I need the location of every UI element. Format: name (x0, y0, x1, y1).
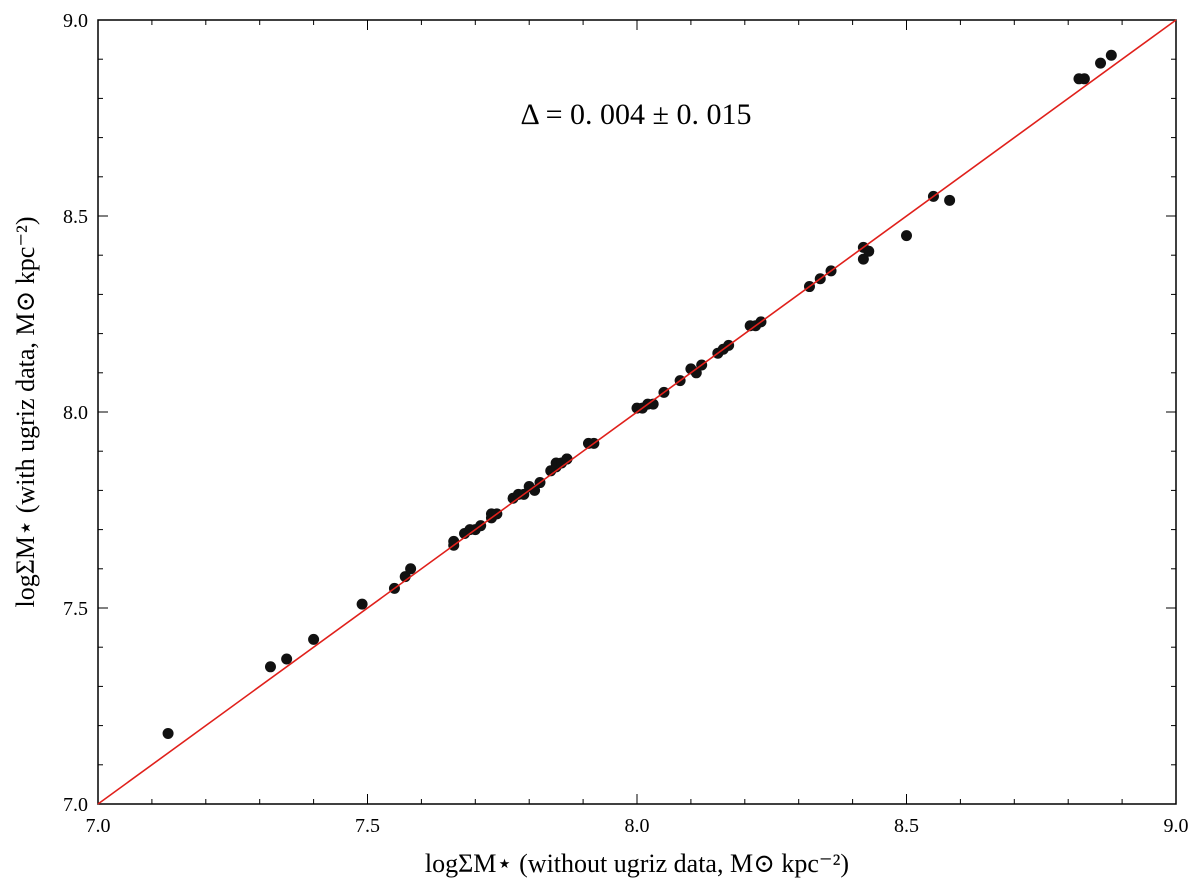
one-to-one-line (97, 19, 1177, 805)
data-point (1078, 73, 1090, 85)
data-point (281, 653, 293, 665)
x-tick-label: 9.0 (1164, 815, 1189, 837)
data-point (308, 633, 320, 645)
data-point (405, 563, 417, 575)
data-point (1095, 57, 1107, 69)
y-tick-label: 7.5 (63, 598, 88, 620)
x-axis-tick-labels: 7.0 7.5 8.0 8.5 9.0 (86, 815, 1189, 837)
data-point (356, 598, 368, 610)
x-tick-label: 8.0 (625, 815, 650, 837)
y-axis-ticks (98, 19, 1176, 805)
x-tick-label: 7.5 (355, 815, 380, 837)
y-tick-label: 7.0 (63, 794, 88, 816)
data-point (857, 253, 869, 265)
y-tick-label: 8.0 (63, 402, 88, 424)
x-tick-label: 7.0 (86, 815, 111, 837)
data-point (264, 661, 276, 673)
y-tick-label: 9.0 (63, 10, 88, 32)
x-tick-label: 8.5 (894, 815, 919, 837)
y-axis-tick-labels: 7.0 7.5 8.0 8.5 9.0 (63, 10, 88, 816)
x-axis-label: logΣM⋆ (without ugriz data, M⊙ kpc⁻²) (425, 849, 849, 878)
y-tick-label: 8.5 (63, 206, 88, 228)
data-point (1105, 49, 1117, 61)
data-point (162, 727, 174, 739)
data-point (901, 230, 912, 242)
delta-annotation: Δ = 0. 004 ± 0. 015 (520, 98, 751, 131)
y-axis-label: logΣM⋆ (with ugriz data, M⊙ kpc⁻²) (11, 217, 40, 608)
x-axis-ticks (97, 20, 1177, 804)
data-point (863, 245, 875, 257)
data-point (944, 194, 956, 206)
